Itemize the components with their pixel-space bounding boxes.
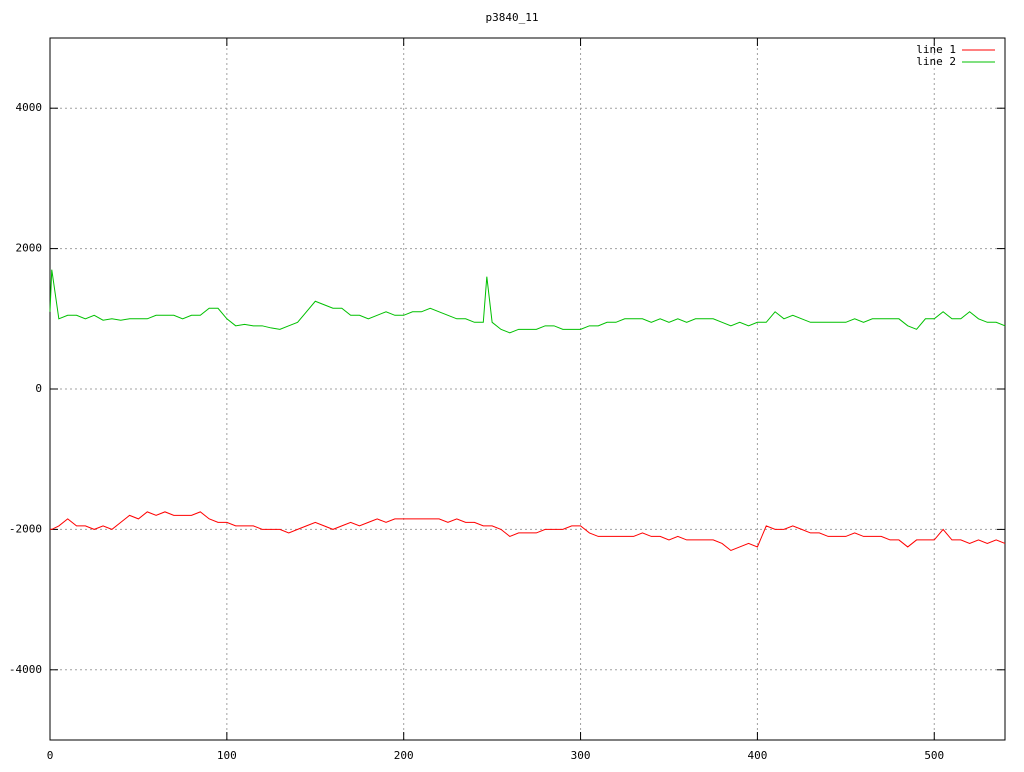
y-tick-label: -2000	[9, 522, 42, 535]
y-tick-label: -4000	[9, 663, 42, 676]
y-tick-label: 2000	[16, 242, 43, 255]
plot-border	[49, 37, 1006, 741]
x-tick-label: 200	[394, 749, 414, 762]
series-line	[50, 511, 1006, 552]
y-tick-label: 4000	[16, 101, 43, 114]
chart-title: p3840_11	[486, 11, 539, 24]
x-tick-label: 100	[217, 749, 237, 762]
x-tick-label: 0	[47, 749, 54, 762]
series-line	[49, 269, 1006, 334]
x-tick-label: 400	[747, 749, 767, 762]
y-tick-label: 0	[35, 382, 42, 395]
legend-label: line 2	[916, 55, 956, 68]
x-tick-label: 500	[924, 749, 944, 762]
x-tick-label: 300	[571, 749, 591, 762]
legend-label: line 1	[916, 43, 956, 56]
